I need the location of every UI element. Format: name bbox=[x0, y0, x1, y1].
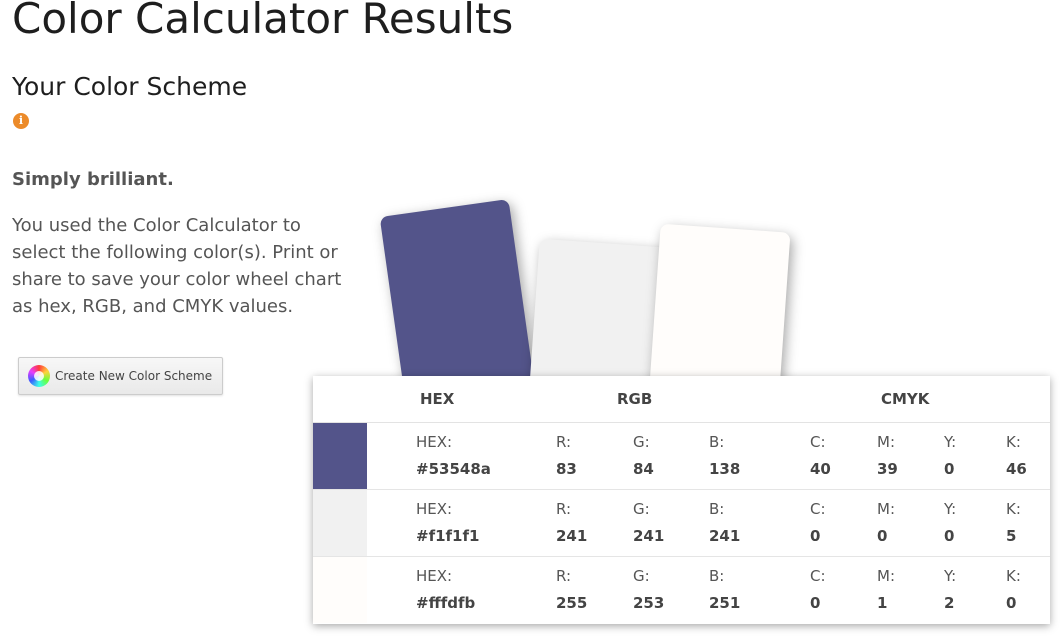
m-value: 0 bbox=[877, 527, 888, 545]
k-label: K: bbox=[1006, 500, 1021, 518]
tagline: Simply brilliant. bbox=[12, 169, 174, 190]
g-value: 241 bbox=[633, 527, 665, 545]
y-label: Y: bbox=[944, 500, 957, 518]
y-value: 0 bbox=[944, 527, 955, 545]
k-value: 5 bbox=[1006, 527, 1017, 545]
c-value: 0 bbox=[810, 594, 821, 612]
r-value: 83 bbox=[556, 460, 577, 478]
table-row: HEX: #fffdfb R: 255 G: 253 B: 251 C: 0 M: 1 Y: 2 K: 0 bbox=[313, 557, 1050, 623]
table-header: HEX RGB CMYK bbox=[313, 376, 1050, 423]
header-hex: HEX bbox=[420, 390, 455, 408]
r-value: 255 bbox=[556, 594, 588, 612]
g-label: G: bbox=[633, 567, 650, 585]
color-wheel-icon bbox=[28, 365, 50, 387]
c-value: 0 bbox=[810, 527, 821, 545]
r-label: R: bbox=[556, 433, 572, 451]
y-label: Y: bbox=[944, 567, 957, 585]
hex-value: #fffdfb bbox=[416, 594, 476, 612]
r-label: R: bbox=[556, 567, 572, 585]
k-label: K: bbox=[1006, 433, 1021, 451]
row-color-swatch bbox=[313, 490, 367, 556]
hex-label: HEX: bbox=[416, 433, 453, 451]
k-label: K: bbox=[1006, 567, 1021, 585]
k-value: 0 bbox=[1006, 594, 1017, 612]
c-label: C: bbox=[810, 567, 826, 585]
table-row: HEX: #f1f1f1 R: 241 G: 241 B: 241 C: 0 M: 0 Y: 0 K: 5 bbox=[313, 490, 1050, 557]
color-values-table: HEX RGB CMYK HEX: #53548a R: 83 G: 84 B: 138 C: 4… bbox=[313, 376, 1050, 624]
m-value: 1 bbox=[877, 594, 888, 612]
m-label: M: bbox=[877, 433, 895, 451]
hex-value: #f1f1f1 bbox=[416, 527, 480, 545]
c-value: 40 bbox=[810, 460, 831, 478]
y-value: 0 bbox=[944, 460, 955, 478]
r-value: 241 bbox=[556, 527, 588, 545]
m-value: 39 bbox=[877, 460, 898, 478]
b-label: B: bbox=[709, 500, 725, 518]
table-row: HEX: #53548a R: 83 G: 84 B: 138 C: 40 M: 39 Y: 0 K: 46 bbox=[313, 423, 1050, 490]
g-label: G: bbox=[633, 433, 650, 451]
hex-label: HEX: bbox=[416, 500, 453, 518]
create-new-color-scheme-label: Create New Color Scheme bbox=[55, 369, 213, 383]
c-label: C: bbox=[810, 500, 826, 518]
header-rgb: RGB bbox=[617, 390, 653, 408]
m-label: M: bbox=[877, 500, 895, 518]
g-value: 84 bbox=[633, 460, 654, 478]
table-body: HEX: #53548a R: 83 G: 84 B: 138 C: 40 M: 39 Y: 0 K: 46 H… bbox=[313, 423, 1050, 623]
hex-value: #53548a bbox=[416, 460, 491, 478]
b-value: 251 bbox=[709, 594, 741, 612]
c-label: C: bbox=[810, 433, 826, 451]
page-title: Color Calculator Results bbox=[12, 0, 514, 43]
m-label: M: bbox=[877, 567, 895, 585]
b-value: 241 bbox=[709, 527, 741, 545]
k-value: 46 bbox=[1006, 460, 1027, 478]
b-label: B: bbox=[709, 567, 725, 585]
g-label: G: bbox=[633, 500, 650, 518]
b-value: 138 bbox=[709, 460, 741, 478]
hex-label: HEX: bbox=[416, 567, 453, 585]
r-label: R: bbox=[556, 500, 572, 518]
row-color-swatch bbox=[313, 423, 367, 489]
header-cmyk: CMYK bbox=[881, 390, 930, 408]
create-new-color-scheme-button[interactable]: Create New Color Scheme bbox=[18, 357, 224, 395]
section-title: Your Color Scheme bbox=[12, 72, 248, 101]
y-label: Y: bbox=[944, 433, 957, 451]
g-value: 253 bbox=[633, 594, 665, 612]
row-color-swatch bbox=[313, 557, 367, 623]
y-value: 2 bbox=[944, 594, 955, 612]
info-icon[interactable]: i bbox=[13, 113, 29, 129]
description: You used the Color Calculator to select … bbox=[12, 215, 342, 317]
b-label: B: bbox=[709, 433, 725, 451]
